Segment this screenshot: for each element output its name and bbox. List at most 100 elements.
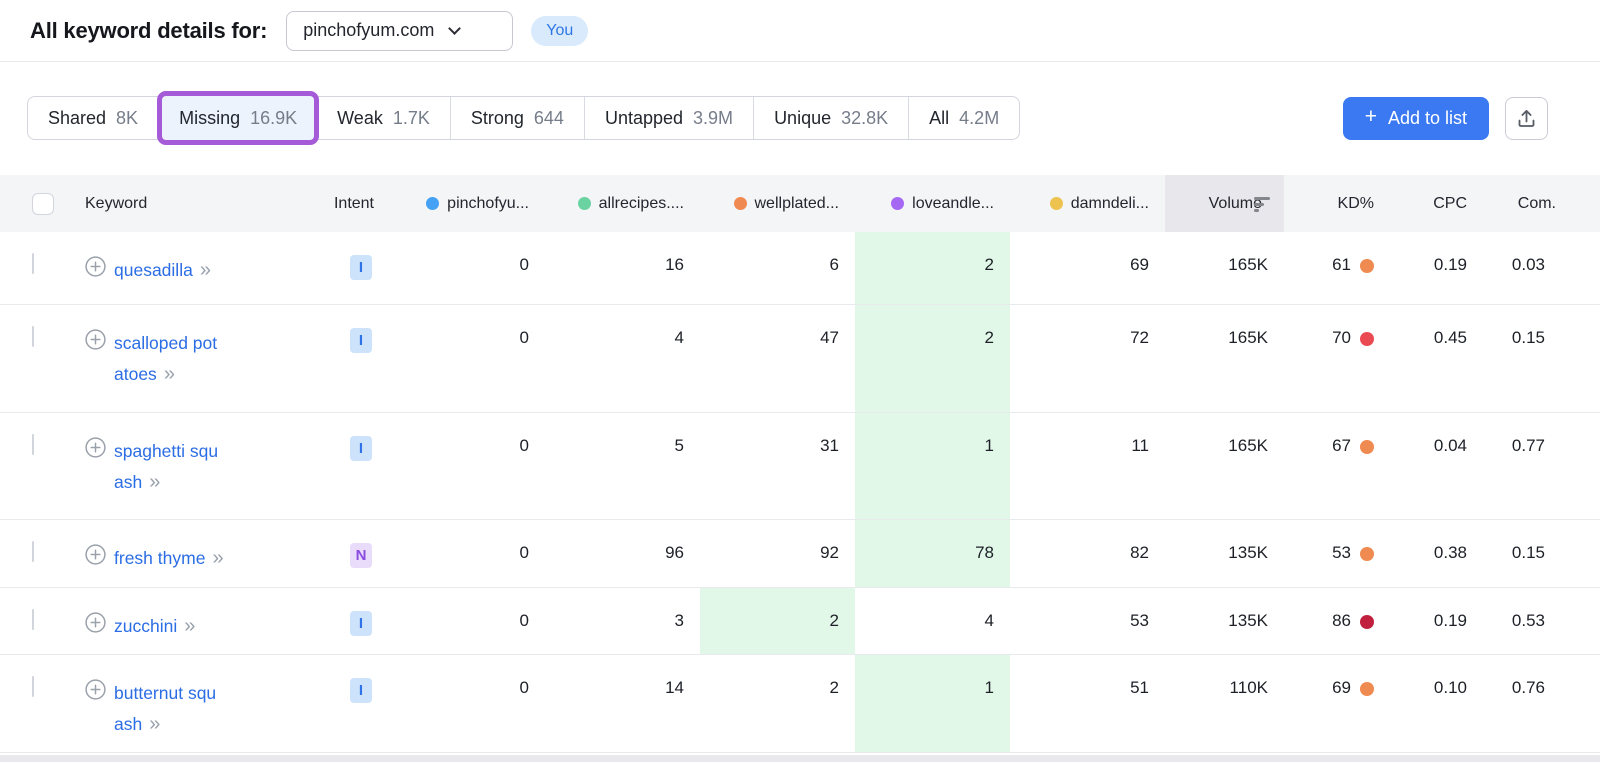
- column-header-keyword[interactable]: Keyword: [85, 194, 148, 212]
- kd-cell: 70: [1284, 305, 1390, 412]
- kd-cell: 61: [1284, 232, 1390, 304]
- domain-selector-value: pinchofyum.com: [303, 20, 435, 40]
- filter-row: Shared 8K Missing 16.9K Weak 1.7K Strong…: [0, 91, 1600, 145]
- position-cell: 47: [820, 328, 839, 347]
- kd-difficulty-dot-icon: [1360, 440, 1374, 454]
- competitor-name: loveandle...: [912, 194, 994, 212]
- com-cell: 0.03: [1511, 255, 1545, 274]
- com-cell: 0.15: [1511, 328, 1545, 347]
- expand-keyword-icon[interactable]: »: [184, 615, 197, 637]
- keyword-cell: fresh thyme »: [80, 520, 310, 587]
- competitor-name: allrecipes....: [598, 194, 684, 212]
- position-cell: 6: [829, 255, 839, 274]
- column-header-competitor-4[interactable]: loveandle...: [855, 175, 1010, 232]
- kd-cell: 53: [1284, 520, 1390, 587]
- column-header-competitor-1[interactable]: pinchofyu...: [390, 175, 545, 232]
- keyword-link[interactable]: quesadilla: [114, 260, 193, 280]
- row-checkbox[interactable]: [32, 434, 34, 455]
- keyword-cell: scalloped pot atoes»: [80, 305, 310, 412]
- keyword-cell: spaghetti squ ash»: [80, 413, 310, 519]
- tab-unique[interactable]: Unique 32.8K: [754, 97, 910, 139]
- competitor-dot-icon: [426, 197, 440, 210]
- tab-label: Missing: [179, 107, 241, 128]
- add-keyword-icon[interactable]: [85, 437, 106, 458]
- position-cell: 69: [1130, 255, 1149, 274]
- tab-count: 3.9M: [693, 107, 734, 128]
- column-header-competitor-2[interactable]: allrecipes....: [545, 175, 700, 232]
- kd-value: 70: [1332, 328, 1351, 347]
- table-row: spaghetti squ ash» I 0 5 31 1 11 165K 67…: [0, 413, 1600, 520]
- column-header-com[interactable]: Com.: [1517, 194, 1556, 212]
- row-checkbox[interactable]: [32, 676, 34, 697]
- expand-keyword-icon[interactable]: »: [212, 547, 225, 569]
- add-keyword-icon[interactable]: [85, 329, 106, 350]
- row-checkbox[interactable]: [32, 609, 34, 630]
- column-header-cpc[interactable]: CPC: [1433, 194, 1467, 212]
- domain-selector-dropdown[interactable]: pinchofyum.com: [286, 10, 514, 51]
- cpc-cell: 0.19: [1433, 611, 1467, 630]
- position-cell: 2: [855, 232, 1010, 304]
- export-button[interactable]: [1505, 96, 1548, 140]
- column-header-intent[interactable]: Intent: [333, 194, 374, 212]
- position-cell: 0: [519, 611, 529, 630]
- expand-keyword-icon[interactable]: »: [199, 259, 212, 281]
- tab-count: 16.9K: [250, 107, 298, 128]
- add-to-list-label: Add to list: [1387, 107, 1467, 128]
- row-checkbox[interactable]: [32, 326, 34, 347]
- position-cell: 3: [674, 611, 684, 630]
- volume-cell: 135K: [1228, 611, 1268, 630]
- kd-difficulty-dot-icon: [1360, 332, 1374, 346]
- intent-cell: N: [310, 520, 390, 587]
- tab-missing[interactable]: Missing 16.9K: [157, 91, 320, 145]
- position-cell: 2: [855, 305, 1010, 412]
- kd-difficulty-dot-icon: [1360, 682, 1374, 696]
- tab-label: Weak: [337, 107, 383, 128]
- tab-untapped[interactable]: Untapped 3.9M: [585, 97, 755, 139]
- add-to-list-button[interactable]: + Add to list: [1342, 96, 1489, 140]
- table-row: quesadilla » I 0 16 6 2 69 165K 61 0.19 0…: [0, 232, 1600, 305]
- column-header-kd[interactable]: KD%: [1337, 194, 1374, 212]
- expand-keyword-icon[interactable]: »: [149, 471, 162, 493]
- cpc-cell: 0.19: [1433, 255, 1467, 274]
- tab-all[interactable]: All 4.2M: [909, 97, 1019, 139]
- title-bar: All keyword details for: pinchofyum.com …: [0, 0, 1600, 62]
- tab-strong[interactable]: Strong 644: [451, 97, 585, 139]
- tab-shared[interactable]: Shared 8K: [28, 97, 160, 139]
- cpc-cell: 0.38: [1433, 543, 1467, 562]
- column-header-volume-wrap: Volume: [1165, 175, 1284, 232]
- position-cell: 0: [519, 436, 529, 455]
- intent-cell: I: [310, 655, 390, 752]
- add-keyword-icon[interactable]: [85, 612, 106, 633]
- column-header-competitor-3[interactable]: wellplated...: [700, 175, 855, 232]
- keyword-link[interactable]: zucchini: [114, 616, 178, 636]
- add-keyword-icon[interactable]: [85, 544, 106, 565]
- horizontal-scrollbar[interactable]: [0, 755, 1600, 762]
- keyword-link[interactable]: butternut squ ash: [114, 683, 217, 734]
- kd-difficulty-dot-icon: [1360, 547, 1374, 561]
- volume-cell: 165K: [1228, 328, 1268, 347]
- select-all-checkbox[interactable]: [32, 192, 54, 215]
- expand-keyword-icon[interactable]: »: [149, 713, 162, 735]
- tab-label: All: [929, 107, 950, 128]
- row-checkbox[interactable]: [32, 253, 34, 274]
- table-header-row: Keyword Intent pinchofyu... allrecipes..…: [0, 175, 1600, 232]
- kd-value: 69: [1332, 678, 1351, 697]
- column-header-competitor-5[interactable]: damndeli...: [1010, 175, 1165, 232]
- keyword-link[interactable]: scalloped pot atoes: [114, 333, 218, 384]
- tab-label: Strong: [470, 107, 524, 128]
- intent-badge: I: [350, 611, 372, 636]
- position-cell: 0: [519, 328, 529, 347]
- tab-weak[interactable]: Weak 1.7K: [317, 97, 451, 139]
- kd-cell: 67: [1284, 413, 1390, 519]
- volume-cell: 165K: [1228, 255, 1268, 274]
- volume-cell: 165K: [1228, 436, 1268, 455]
- row-checkbox[interactable]: [32, 541, 34, 562]
- add-keyword-icon[interactable]: [85, 256, 106, 277]
- column-header-volume[interactable]: Volume: [1165, 175, 1284, 232]
- keyword-link[interactable]: spaghetti squ ash: [114, 441, 219, 492]
- expand-keyword-icon[interactable]: »: [163, 363, 176, 385]
- row-select-cell: [0, 588, 80, 654]
- keyword-link[interactable]: fresh thyme: [114, 548, 206, 568]
- tab-count: 1.7K: [392, 107, 430, 128]
- add-keyword-icon[interactable]: [85, 679, 106, 700]
